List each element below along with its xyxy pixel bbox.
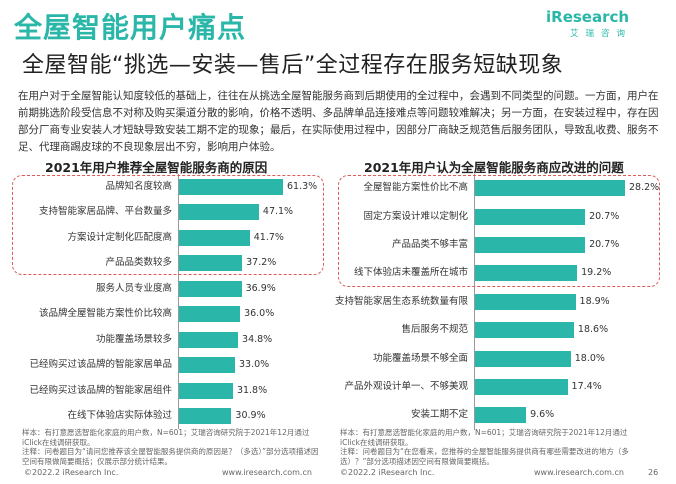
category-label: 在线下体验店实际体验过	[67, 410, 172, 422]
value-label: 31.8%	[236, 384, 268, 396]
value-label: 36.9%	[245, 282, 276, 294]
chart-row: 服务人员专业度高 36.9%	[10, 278, 330, 300]
value-bar	[179, 204, 259, 221]
logo-text: iResearch	[546, 8, 630, 26]
value-bar	[179, 408, 232, 425]
value-bar	[475, 407, 527, 424]
footer-url-right[interactable]: www.iresearch.com.cn	[534, 468, 624, 477]
chart-row: 售后服务不规范 18.6%	[336, 319, 664, 341]
page-subtitle: 全屋智能“挑选—安装—售后”全过程存在服务短缺现象	[22, 53, 564, 78]
chart-axis-line	[474, 174, 475, 430]
value-bar	[179, 331, 239, 348]
iresearch-logo: iResearch 艾瑞咨询	[546, 8, 636, 44]
logo-subtext: 艾瑞咨询	[570, 29, 633, 39]
value-bar	[475, 293, 576, 310]
category-label: 品牌知名度较高	[105, 180, 172, 192]
footer-copyright-right: ©2022.2 iResearch Inc.	[340, 468, 435, 477]
chart-row: 支持智能家居生态系统数量有限 18.9%	[334, 291, 664, 313]
chart-row: 全屋智能方案性价比不高 28.2%	[336, 177, 664, 199]
value-label: 34.8%	[242, 333, 273, 345]
right-chart-title: 2021年用户认为全屋智能服务商应改进的问题	[364, 160, 624, 175]
right-chart-note: 样本：有打意愿选智能化家庭的用户数，N=601；艾瑞咨询研究院于2021年12月…	[340, 428, 629, 466]
intro-paragraph: 在用户对于全屋智能认知度较低的基础上，往往在从挑选全屋智能服务商到后期使用的全过…	[18, 90, 659, 153]
chart-row: 品牌知名度较高 61.3%	[10, 176, 330, 198]
category-label: 该品牌全屋智能方案性价比较高	[38, 308, 172, 320]
value-bar	[179, 229, 250, 246]
category-label: 全屋智能方案性价比不高	[363, 182, 468, 194]
chart-axis-line	[178, 174, 179, 429]
chart-row: 产品品类数较多 37.2%	[10, 252, 330, 274]
chart-row: 功能覆盖场景较多 34.8%	[10, 329, 330, 351]
left-chart-note: 样本：有打意愿选智能化家庭的用户数，N=601；艾瑞咨询研究院于2021年12月…	[22, 428, 319, 466]
chart-row: 功能覆盖场景不够全面 18.0%	[336, 348, 664, 370]
value-label: 36.0%	[244, 308, 275, 320]
chart-row: 安装工期不定 9.6%	[336, 404, 664, 426]
value-bar	[475, 379, 568, 395]
value-bar	[179, 357, 235, 374]
value-bar	[475, 265, 578, 282]
category-label: 支持智能家居生态系统数量有限	[334, 295, 468, 307]
value-bar	[179, 280, 242, 297]
value-bar	[179, 178, 283, 195]
category-label: 方案设计定制化匹配度高	[67, 231, 172, 243]
value-bar	[475, 350, 571, 367]
category-label: 支持智能家居品牌、平台数量多	[38, 206, 172, 218]
category-label: 线下体验店未覆盖所在城市	[353, 267, 468, 279]
chart-row: 该品牌全屋智能方案性价比较高 36.0%	[10, 303, 330, 325]
category-label: 功能覆盖场景较多	[95, 333, 172, 345]
category-label: 产品品类数较多	[105, 257, 172, 269]
value-bar	[179, 382, 233, 399]
category-label: 产品品类不够丰富	[391, 239, 468, 250]
page-number: 26	[648, 468, 659, 477]
chart-row: 支持智能家居品牌、平台数量多 47.1%	[10, 201, 330, 223]
highlight-box	[12, 175, 324, 275]
value-label: 20.7%	[589, 210, 620, 222]
chart-row: 产品外观设计单一、不够美观 17.4%	[336, 376, 664, 398]
value-label: 19.2%	[581, 267, 612, 279]
page-title: 全屋智能用户痛点	[14, 11, 247, 44]
chart-row: 已经购买过该品牌的智能家居组件 31.8%	[10, 380, 330, 402]
category-label: 产品外观设计单一、不够美观	[344, 381, 468, 392]
value-label: 18.6%	[577, 324, 609, 336]
value-label: 18.0%	[574, 352, 605, 364]
value-label: 61.3%	[287, 180, 318, 192]
value-label: 33.0%	[238, 359, 270, 371]
value-label: 41.7%	[253, 231, 284, 243]
category-label: 固定方案设计难以定制化	[363, 210, 468, 222]
value-bar	[475, 208, 586, 225]
value-label: 28.2%	[629, 182, 660, 194]
category-label: 功能覆盖场景不够全面	[372, 352, 468, 364]
value-bar	[179, 255, 243, 272]
value-label: 17.4%	[571, 381, 602, 392]
highlight-box	[338, 175, 660, 287]
value-label: 37.2%	[246, 257, 277, 269]
value-label: 18.9%	[579, 295, 610, 307]
footer-copyright-left: ©2022.2 iResearch Inc.	[24, 468, 119, 477]
category-label: 服务人员专业度高	[95, 282, 172, 294]
category-label: 安装工期不定	[410, 409, 468, 421]
value-bar	[475, 237, 586, 253]
left-chart-title: 2021年用户推荐全屋智能服务商的原因	[45, 160, 268, 175]
category-label: 已经购买过该品牌的智能家居组件	[29, 384, 172, 396]
value-bar	[475, 322, 574, 339]
right-bar-chart: 全屋智能方案性价比不高 28.2% 固定方案设计难以定制化 20.7% 产品品类不够丰富…	[334, 174, 664, 432]
value-bar	[475, 180, 625, 197]
value-label: 9.6%	[530, 409, 555, 421]
chart-row: 线下体验店未覆盖所在城市 19.2%	[336, 262, 664, 284]
footer-url-left[interactable]: www.iresearch.com.cn	[222, 468, 312, 477]
chart-row: 已经购买过该品牌的智能家居单品 33.0%	[10, 354, 330, 376]
chart-row: 在线下体验店实际体验过 30.9%	[10, 405, 330, 427]
left-bar-chart: 品牌知名度较高 61.3% 支持智能家居品牌、平台数量多 47.1% 方案设计定制化匹配…	[10, 174, 330, 432]
value-label: 30.9%	[235, 410, 266, 422]
category-label: 已经购买过该品牌的智能家居单品	[29, 359, 172, 371]
chart-row: 产品品类不够丰富 20.7%	[336, 234, 664, 256]
chart-row: 方案设计定制化匹配度高 41.7%	[10, 227, 330, 249]
value-label: 20.7%	[589, 239, 620, 250]
value-label: 47.1%	[262, 206, 294, 218]
chart-row: 固定方案设计难以定制化 20.7%	[336, 206, 664, 228]
category-label: 售后服务不规范	[401, 324, 468, 336]
value-bar	[179, 306, 241, 323]
